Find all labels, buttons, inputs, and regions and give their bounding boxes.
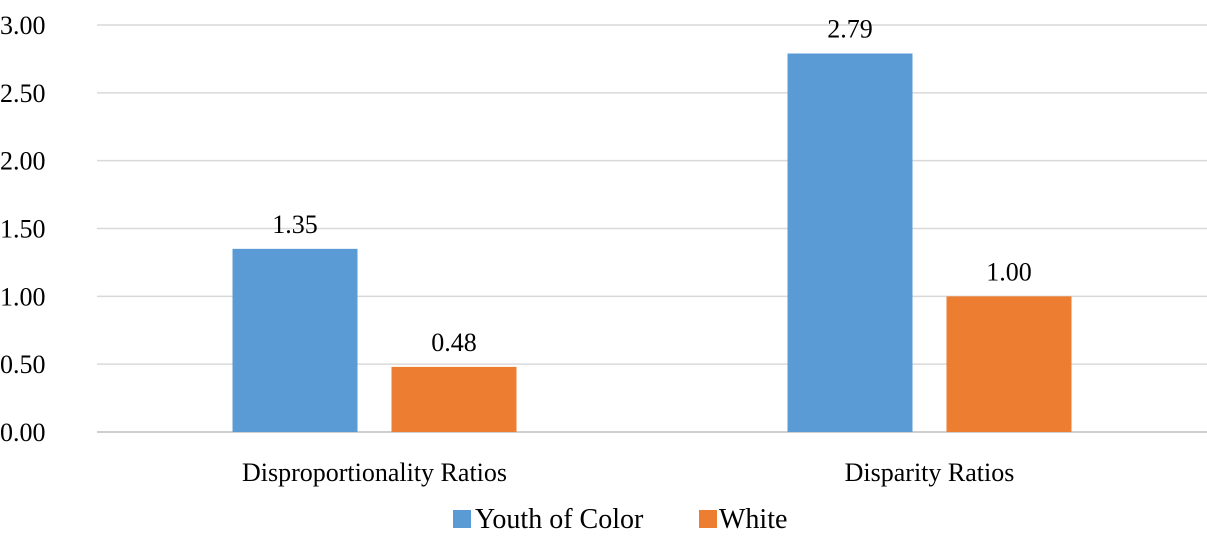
- bar-youth-of-color-disproportionality-ratios: [232, 248, 358, 432]
- y-tick-label: 0.50: [0, 350, 46, 379]
- legend-item-white: White: [699, 504, 787, 535]
- bar-youth-of-color-disparity-ratios: [787, 53, 913, 433]
- y-tick-label: 0.00: [0, 418, 46, 447]
- y-tick-label: 3.00: [0, 11, 46, 40]
- data-label-white-disparity-ratios: 1.00: [986, 257, 1032, 286]
- y-tick-label: 1.50: [0, 215, 46, 244]
- data-label-youth-of-color-disparity-ratios: 2.79: [827, 14, 873, 43]
- data-labels: 1.35 0.48 2.79 1.00: [272, 14, 1032, 356]
- data-label-youth-of-color-disproportionality-ratios: 1.35: [272, 210, 318, 239]
- legend-swatch: [453, 510, 471, 528]
- data-label-white-disproportionality-ratios: 0.48: [431, 328, 477, 357]
- x-axis-category-labels: Disproportionality Ratios Disparity Ratio…: [242, 458, 1014, 487]
- category-label: Disproportionality Ratios: [242, 458, 507, 487]
- y-tick-label: 1.00: [0, 282, 46, 311]
- bar-white-disproportionality-ratios: [391, 366, 517, 432]
- bars: [232, 53, 1072, 433]
- legend-label: White: [719, 504, 787, 535]
- y-tick-label: 2.50: [0, 79, 46, 108]
- legend: Youth of Color White: [453, 504, 787, 535]
- category-label: Disparity Ratios: [845, 458, 1015, 487]
- bar-white-disparity-ratios: [946, 296, 1072, 432]
- legend-item-youth-of-color: Youth of Color: [453, 504, 644, 535]
- legend-label: Youth of Color: [475, 504, 644, 535]
- y-tick-label: 2.00: [0, 147, 46, 176]
- y-axis-tick-labels: 0.00 0.50 1.00 1.50 2.00 2.50 3.00: [0, 11, 46, 447]
- legend-swatch: [699, 510, 717, 528]
